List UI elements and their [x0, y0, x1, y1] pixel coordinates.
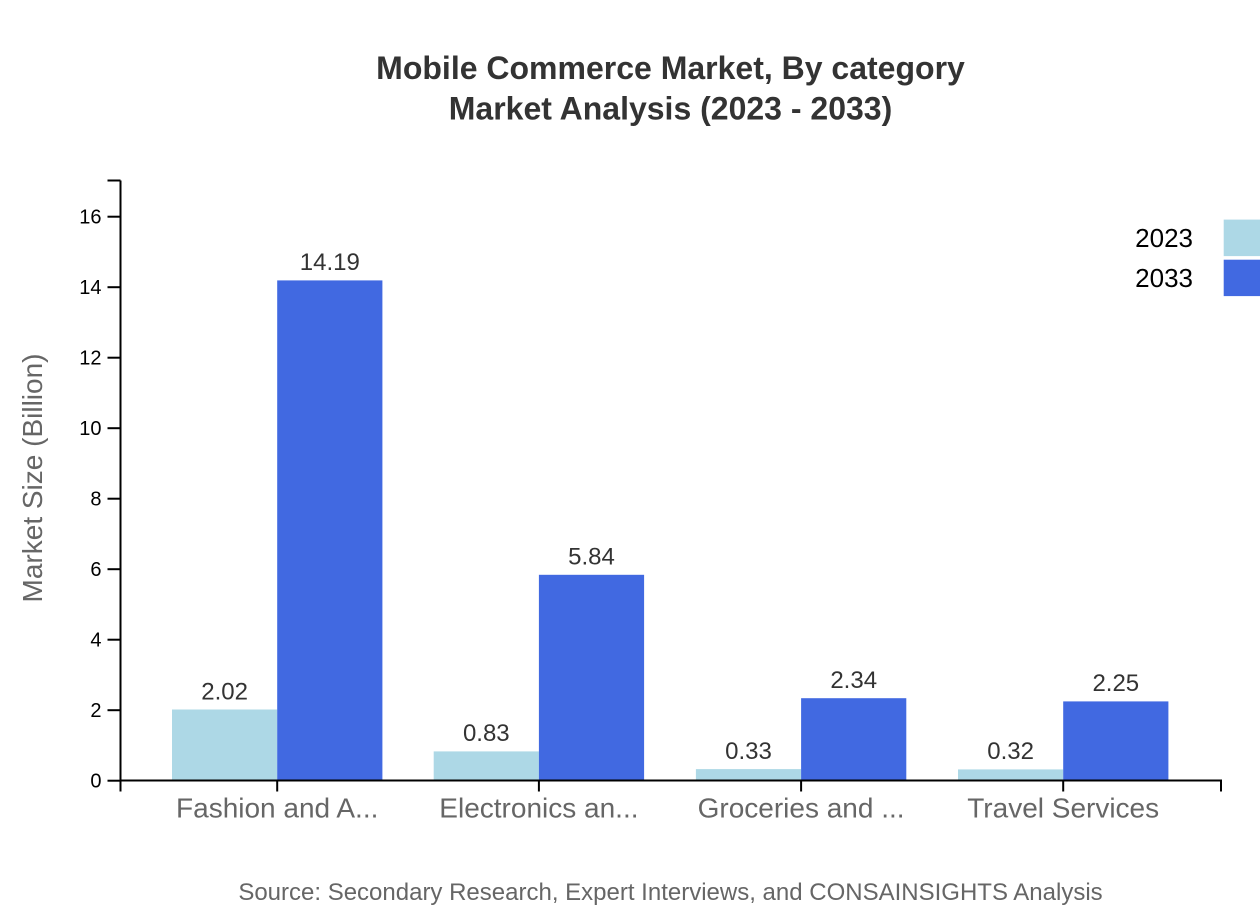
- svg-text:Source: Secondary Research, Ex: Source: Secondary Research, Expert Inter…: [238, 879, 1102, 906]
- svg-text:0.33: 0.33: [725, 738, 772, 765]
- svg-text:Fashion and A...: Fashion and A...: [176, 793, 378, 824]
- svg-text:Electronics an...: Electronics an...: [439, 793, 638, 824]
- svg-text:0.32: 0.32: [987, 738, 1034, 765]
- svg-text:2.34: 2.34: [830, 667, 877, 694]
- svg-text:10: 10: [79, 418, 101, 440]
- svg-text:6: 6: [90, 559, 101, 581]
- svg-text:Travel Services: Travel Services: [967, 793, 1159, 824]
- svg-text:Market Size (Billion): Market Size (Billion): [17, 354, 48, 603]
- svg-text:4: 4: [90, 630, 101, 652]
- svg-text:14: 14: [79, 277, 101, 299]
- svg-text:Market Analysis (2023 - 2033): Market Analysis (2023 - 2033): [449, 91, 893, 127]
- svg-text:Groceries and ...: Groceries and ...: [698, 793, 905, 824]
- svg-text:2023: 2023: [1135, 223, 1193, 253]
- svg-text:2: 2: [90, 700, 101, 722]
- svg-text:12: 12: [79, 348, 101, 370]
- svg-text:8: 8: [90, 489, 101, 511]
- svg-text:2.25: 2.25: [1092, 670, 1139, 697]
- svg-text:5.84: 5.84: [568, 544, 615, 571]
- svg-text:14.19: 14.19: [300, 249, 360, 276]
- svg-text:16: 16: [79, 207, 101, 229]
- svg-text:2033: 2033: [1135, 263, 1193, 293]
- svg-text:0: 0: [90, 771, 101, 793]
- svg-text:2.02: 2.02: [201, 678, 248, 705]
- svg-text:0.83: 0.83: [463, 720, 510, 747]
- svg-text:Mobile Commerce Market, By cat: Mobile Commerce Market, By category: [376, 50, 965, 86]
